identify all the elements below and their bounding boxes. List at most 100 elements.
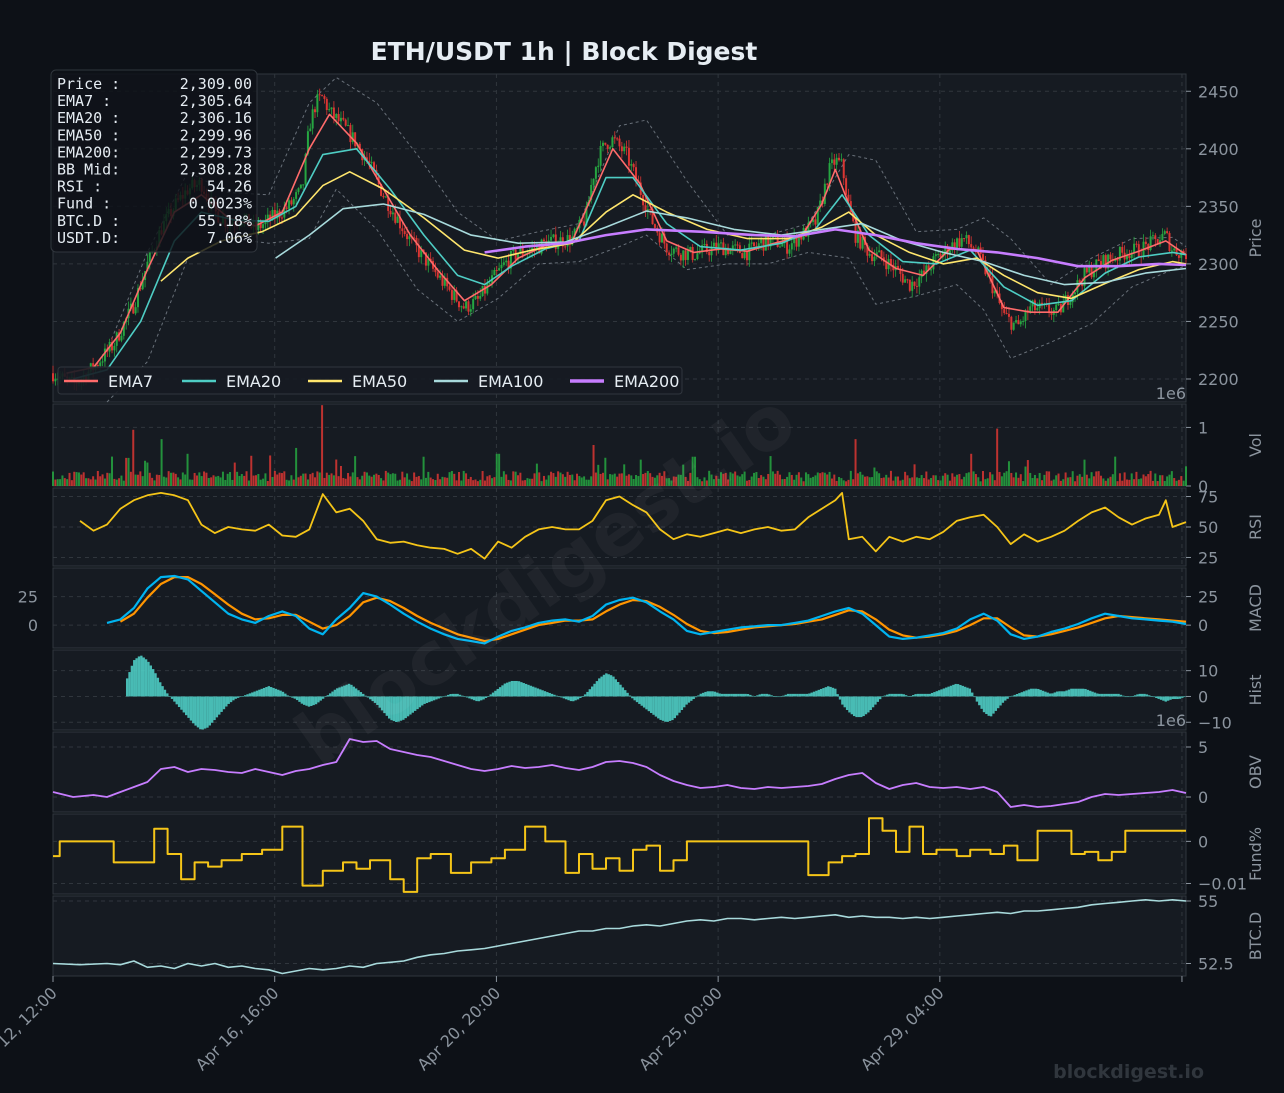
- volume-bar: [66, 479, 69, 486]
- volume-bar: [743, 471, 746, 486]
- candle-body: [859, 230, 862, 249]
- volume-bar: [410, 481, 413, 486]
- histogram-bar: [380, 696, 384, 711]
- histogram-bar: [947, 686, 950, 697]
- volume-bar: [970, 453, 973, 486]
- volume-bar: [170, 472, 173, 486]
- histogram-bar: [784, 694, 787, 697]
- candle-body: [1069, 302, 1072, 305]
- candle-body: [797, 236, 800, 247]
- histogram-bar: [265, 687, 268, 697]
- volume-bar: [524, 480, 527, 486]
- volume-bar: [932, 475, 935, 486]
- histogram-bar: [248, 693, 252, 697]
- histogram-bar: [1086, 689, 1090, 697]
- volume-bar: [840, 478, 843, 486]
- candle-body: [332, 107, 335, 118]
- volume-bar: [363, 471, 366, 486]
- candle-body: [623, 146, 626, 152]
- info-value: 2,299.73: [180, 143, 252, 161]
- volume-bar: [1015, 472, 1018, 486]
- volume-bar: [103, 478, 106, 486]
- volume-bar: [804, 472, 807, 486]
- volume-bar: [276, 474, 279, 486]
- volume-bar: [1022, 481, 1025, 486]
- candle-body: [1128, 255, 1131, 259]
- candle-body: [904, 279, 907, 283]
- btcd-panel: 52.5 55 BTC.D: [52, 892, 1265, 977]
- volume-bar: [812, 476, 815, 486]
- volume-bar: [127, 457, 130, 486]
- obv-panel: 0 5 OBV: [52, 731, 1265, 813]
- candle-body: [611, 137, 614, 148]
- volume-bar: [984, 479, 987, 486]
- volume-bar: [356, 477, 359, 486]
- histogram-bar: [151, 669, 155, 697]
- histogram-bar: [562, 696, 566, 699]
- volume-bar: [911, 477, 914, 486]
- histogram-bar: [968, 688, 972, 697]
- candle-body: [1173, 248, 1176, 251]
- volume-bar: [59, 479, 62, 486]
- histogram-bar: [864, 696, 868, 715]
- volume-bar: [151, 477, 154, 486]
- candle-body: [795, 236, 798, 247]
- histogram-bar: [428, 696, 431, 703]
- histogram-bar: [881, 696, 884, 698]
- candle-body: [384, 196, 387, 198]
- volume-bar: [741, 474, 744, 486]
- volume-bar: [797, 472, 800, 486]
- rsi-y-label: RSI: [1246, 514, 1265, 540]
- histogram-bar: [954, 683, 957, 697]
- candle-body: [1000, 302, 1003, 310]
- histogram-bar: [312, 696, 315, 706]
- histogram-bar: [690, 696, 693, 701]
- histogram-bar: [498, 687, 502, 697]
- volume-bar: [623, 464, 626, 486]
- histogram-bar: [1105, 693, 1108, 697]
- histogram-bar: [236, 696, 240, 698]
- candle-body: [594, 167, 597, 179]
- volume-bar: [925, 471, 928, 486]
- histogram-bar: [166, 693, 169, 697]
- candle-body: [790, 243, 793, 250]
- candle-body: [856, 230, 859, 243]
- info-label: USDT.D:: [57, 229, 120, 247]
- volume-bar: [977, 477, 980, 486]
- candle-body: [1048, 304, 1051, 314]
- candle-body: [259, 222, 262, 229]
- histogram-bar: [184, 696, 188, 716]
- candle-body: [934, 254, 937, 257]
- histogram-bar: [883, 695, 887, 697]
- histogram-bar: [1079, 688, 1082, 697]
- volume-bar: [111, 456, 114, 486]
- histogram-bar: [392, 696, 396, 722]
- histogram-bar: [298, 696, 301, 702]
- histogram-bar: [909, 695, 913, 697]
- histogram-bar: [1148, 695, 1151, 697]
- candle-body: [913, 281, 916, 286]
- histogram-bar: [626, 692, 629, 697]
- histogram-bar: [232, 696, 235, 701]
- histogram-bar: [1091, 691, 1094, 697]
- volume-bar: [297, 477, 300, 486]
- candle-body: [134, 307, 137, 314]
- histogram-bar: [251, 692, 254, 697]
- candle-body: [613, 137, 616, 139]
- volume-bar: [670, 480, 673, 486]
- volume-bar: [774, 473, 777, 486]
- volume-bar: [351, 472, 354, 486]
- histogram-bar: [1051, 693, 1054, 697]
- y-tick-label: 2300: [1198, 255, 1239, 274]
- candle-body: [339, 117, 342, 122]
- volume-bar: [507, 479, 510, 486]
- candle-body: [325, 98, 328, 111]
- histogram-bar: [444, 695, 448, 697]
- histogram-bar: [1145, 694, 1149, 697]
- histogram-bar: [904, 695, 908, 697]
- candle-body: [951, 242, 954, 251]
- volume-bar: [54, 479, 57, 486]
- volume-bar: [1140, 478, 1143, 486]
- volume-bar: [153, 480, 156, 486]
- histogram-bar: [850, 696, 854, 715]
